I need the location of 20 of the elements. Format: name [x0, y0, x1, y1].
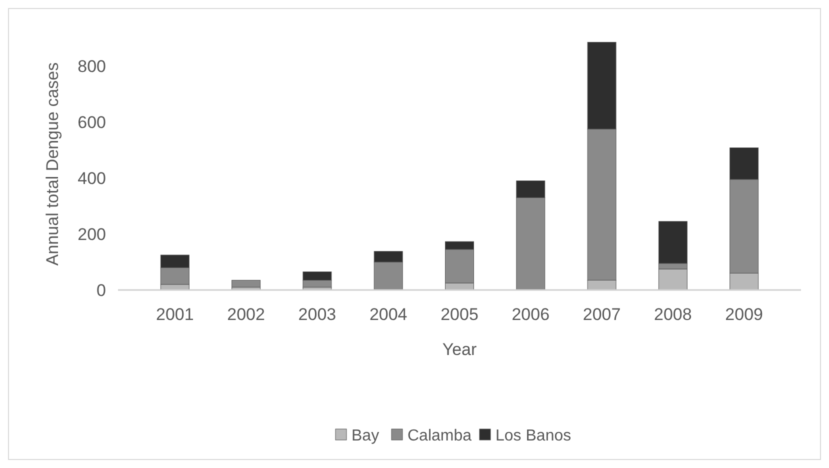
x-tick-label: 2009	[725, 305, 763, 324]
legend-label: Calamba	[408, 428, 472, 445]
x-tick-label: 2001	[156, 305, 194, 324]
bar	[232, 280, 261, 288]
legend-label: Los Banos	[496, 428, 572, 445]
x-tick-label: 2004	[369, 305, 408, 324]
y-tick-label: 600	[78, 112, 106, 132]
x-tick-label: 2007	[582, 305, 621, 324]
y-tick-label: 200	[78, 224, 106, 244]
x-tick-label: 2006	[512, 305, 550, 324]
legend-label: Bay	[352, 428, 380, 445]
y-axis-title: Annual total Dengue cases	[43, 62, 62, 266]
x-tick-label: 2005	[440, 305, 478, 324]
y-tick-label: 800	[78, 56, 106, 76]
x-tick-label: 2002	[227, 305, 265, 324]
y-tick-label: 400	[78, 168, 106, 188]
y-tick-label: 0	[96, 280, 106, 300]
x-tick-label: 2003	[298, 305, 336, 324]
x-tick-label: 2008	[654, 305, 692, 324]
x-axis-title: Year	[442, 340, 478, 359]
